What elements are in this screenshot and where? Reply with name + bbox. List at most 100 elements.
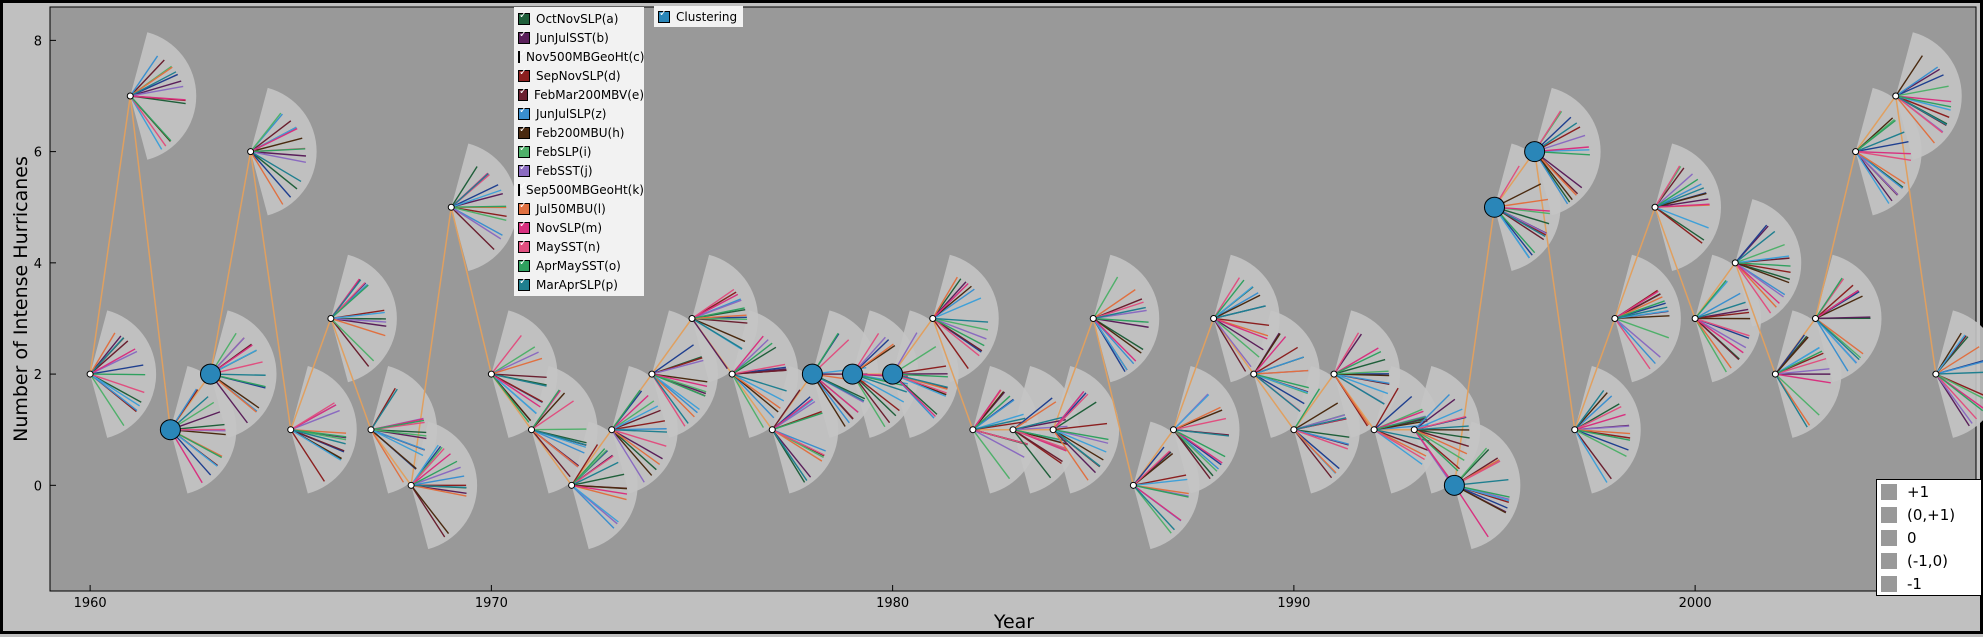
magnitude-item: (0,+1) bbox=[1877, 503, 1981, 526]
checkbox-icon[interactable] bbox=[518, 51, 520, 63]
arrow-1971-7 bbox=[532, 429, 587, 430]
y-tick-label-6: 6 bbox=[34, 146, 42, 161]
variable-legend: OctNovSLP(a)JunJulSST(b)Nov500MBGeoHt(c)… bbox=[514, 7, 644, 296]
checkbox-icon[interactable] bbox=[518, 165, 530, 177]
legend-item[interactable]: Feb200MBU(h) bbox=[514, 123, 644, 142]
magnitude-label: (0,+1) bbox=[1907, 506, 1955, 524]
legend-item[interactable]: FebSST(j) bbox=[514, 161, 644, 180]
y-tick-label-0: 0 bbox=[34, 479, 42, 494]
data-point-1963 bbox=[201, 364, 221, 384]
arrow-1960-13 bbox=[90, 374, 145, 375]
data-point-1999 bbox=[1652, 204, 1658, 210]
legend-item[interactable]: Nov500MBGeoHt(c) bbox=[514, 47, 644, 66]
legend-label: AprMaySST(o) bbox=[536, 259, 621, 273]
magnitude-label: -1 bbox=[1907, 575, 1922, 593]
checkbox-icon[interactable] bbox=[518, 146, 530, 158]
checkbox-icon[interactable] bbox=[518, 70, 530, 82]
y-tick-label-4: 4 bbox=[34, 257, 42, 272]
legend-item[interactable]: FebSLP(i) bbox=[514, 142, 644, 161]
legend-label: Sep500MBGeoHt(k) bbox=[526, 183, 644, 197]
legend-item[interactable]: FebMar200MBV(e) bbox=[514, 85, 644, 104]
checkbox-icon[interactable] bbox=[518, 279, 530, 291]
data-point-1992 bbox=[1371, 427, 1377, 433]
checkbox-icon[interactable] bbox=[518, 260, 530, 272]
magnitude-label: (-1,0) bbox=[1907, 552, 1948, 570]
legend-item[interactable]: AprMaySST(o) bbox=[514, 256, 644, 275]
checkbox-icon[interactable] bbox=[518, 32, 530, 44]
data-point-1991 bbox=[1331, 371, 1337, 377]
legend-item[interactable]: OctNovSLP(a) bbox=[514, 9, 644, 28]
y-axis-label: Number of Intense Hurricanes bbox=[10, 156, 32, 442]
data-point-1969 bbox=[448, 204, 454, 210]
magnitude-item: +1 bbox=[1877, 480, 1981, 503]
checkbox-icon[interactable] bbox=[518, 108, 530, 120]
legend-label: FebMar200MBV(e) bbox=[534, 88, 644, 102]
y-tick-label-2: 2 bbox=[34, 368, 42, 383]
legend-item[interactable]: NovSLP(m) bbox=[514, 218, 644, 237]
data-point-1964 bbox=[248, 149, 254, 155]
checkbox-icon[interactable] bbox=[518, 89, 528, 101]
x-tick-label-1980: 1980 bbox=[876, 596, 909, 611]
data-point-1994 bbox=[1444, 475, 1464, 495]
data-point-1967 bbox=[368, 427, 374, 433]
data-point-2004 bbox=[1853, 149, 1859, 155]
data-point-2000 bbox=[1692, 315, 1698, 321]
legend-item[interactable]: JunJulSLP(z) bbox=[514, 104, 644, 123]
data-point-1976 bbox=[729, 371, 735, 377]
data-point-1960 bbox=[87, 371, 93, 377]
legend-item[interactable]: JunJulSST(b) bbox=[514, 28, 644, 47]
checkbox-icon[interactable] bbox=[518, 184, 520, 196]
data-point-1993 bbox=[1411, 427, 1417, 433]
legend-item[interactable]: MarAprSLP(p) bbox=[514, 275, 644, 294]
data-point-1980 bbox=[883, 364, 903, 384]
magnitude-item: (-1,0) bbox=[1877, 549, 1981, 572]
legend-item[interactable]: MaySST(n) bbox=[514, 237, 644, 256]
magnitude-glyph-icon bbox=[1881, 507, 1897, 523]
arrow-1969-13 bbox=[451, 206, 506, 207]
checkbox-icon[interactable] bbox=[518, 222, 530, 234]
data-point-1979 bbox=[843, 364, 863, 384]
data-point-1985 bbox=[1090, 315, 1096, 321]
x-tick-label-2000: 2000 bbox=[1679, 596, 1712, 611]
data-point-1965 bbox=[288, 427, 294, 433]
magnitude-label: +1 bbox=[1907, 483, 1929, 501]
data-point-1972 bbox=[569, 482, 575, 488]
legend-label: Feb200MBU(h) bbox=[536, 126, 625, 140]
magnitude-legend: +1 (0,+1) 0 (-1,0) -1 bbox=[1876, 479, 1982, 596]
checkbox-icon[interactable] bbox=[518, 203, 530, 215]
data-point-1984 bbox=[1050, 427, 1056, 433]
data-point-1966 bbox=[328, 315, 334, 321]
legend-item[interactable]: Jul50MBU(l) bbox=[514, 199, 644, 218]
checkbox-icon[interactable] bbox=[518, 127, 530, 139]
data-point-1977 bbox=[769, 427, 775, 433]
magnitude-label: 0 bbox=[1907, 529, 1917, 547]
data-point-1997 bbox=[1572, 427, 1578, 433]
legend-label: NovSLP(m) bbox=[536, 221, 602, 235]
data-point-2006 bbox=[1933, 371, 1939, 377]
data-point-2005 bbox=[1893, 93, 1899, 99]
magnitude-item: 0 bbox=[1877, 526, 1981, 549]
y-tick-label-8: 8 bbox=[34, 34, 42, 49]
legend-label: FebSLP(i) bbox=[536, 145, 591, 159]
data-point-2003 bbox=[1813, 315, 1819, 321]
data-point-2002 bbox=[1772, 371, 1778, 377]
checkbox-icon[interactable] bbox=[518, 241, 530, 253]
magnitude-glyph-icon bbox=[1881, 553, 1897, 569]
legend-label: MaySST(n) bbox=[536, 240, 600, 254]
data-point-1962 bbox=[160, 420, 180, 440]
magnitude-glyph-icon bbox=[1881, 530, 1897, 546]
x-axis-label: Year bbox=[993, 611, 1034, 633]
data-point-1973 bbox=[609, 427, 615, 433]
legend-item[interactable]: Sep500MBGeoHt(k) bbox=[514, 180, 644, 199]
clustering-toggle[interactable]: Clustering bbox=[654, 7, 737, 26]
legend-label: MarAprSLP(p) bbox=[536, 278, 618, 292]
legend-label: SepNovSLP(d) bbox=[536, 69, 621, 83]
clustering-label: Clustering bbox=[676, 10, 737, 24]
checkbox-icon[interactable] bbox=[658, 11, 670, 23]
data-point-1975 bbox=[689, 315, 695, 321]
checkbox-icon[interactable] bbox=[518, 13, 530, 25]
data-point-1998 bbox=[1612, 315, 1618, 321]
legend-item[interactable]: SepNovSLP(d) bbox=[514, 66, 644, 85]
